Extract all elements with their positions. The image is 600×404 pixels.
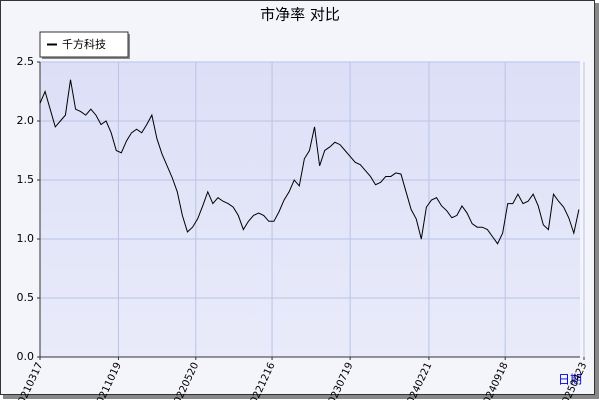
chart-title: 市净率 对比	[260, 6, 340, 24]
y-tick-label: 1.0	[17, 232, 35, 245]
y-tick-label: 0.5	[17, 291, 35, 304]
y-tick-label: 1.5	[17, 173, 35, 186]
legend	[39, 31, 129, 58]
data-line	[39, 79, 580, 245]
plot-area	[40, 62, 580, 357]
y-tick-label: 2.5	[17, 55, 35, 68]
legend-label: 千方科技	[62, 37, 106, 51]
y-tick-label: 0.0	[17, 350, 35, 363]
x-axis-label: 日期	[558, 373, 582, 387]
y-tick-label: 2.0	[17, 114, 35, 127]
